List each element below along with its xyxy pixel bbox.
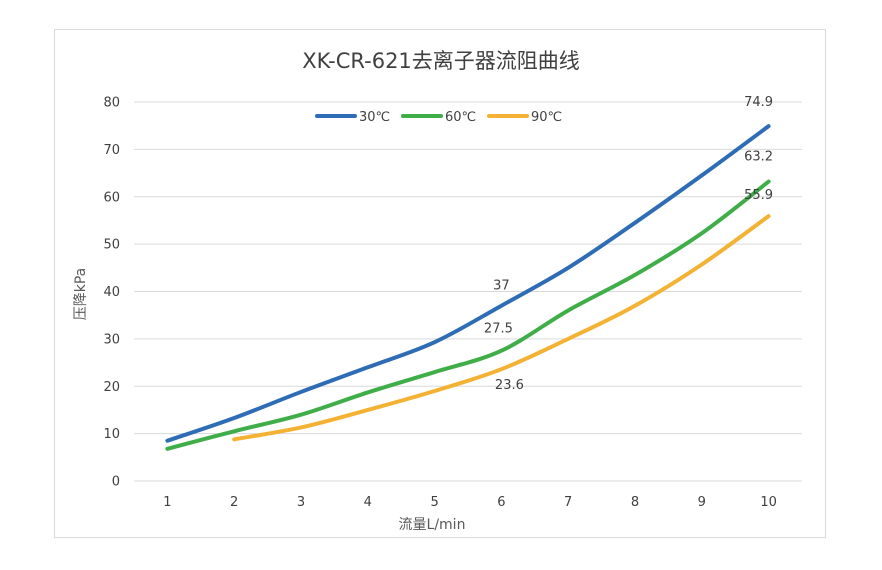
y-axis-label: 压降kPa (73, 268, 89, 321)
series-line-2 (165, 179, 771, 451)
y-tick-label: 50 (103, 238, 120, 253)
data-label: 63.2 (744, 150, 773, 165)
y-tick-label: 70 (103, 143, 120, 158)
data-label: 27.5 (484, 322, 513, 337)
chart-frame: XK-CR-621去离子器流阻曲线 0 10 20 30 40 50 60 70 80 1 2 3 4… (54, 29, 826, 538)
data-label: 37 (493, 279, 510, 294)
y-axis-ticks: 0 10 20 30 40 50 60 70 80 (103, 96, 120, 490)
x-tick-label: 9 (698, 495, 706, 510)
gridlines (134, 101, 802, 482)
x-tick-label: 5 (430, 495, 438, 510)
data-label: 74.9 (744, 95, 773, 110)
chart-title: XK-CR-621去离子器流阻曲线 (302, 49, 580, 73)
data-label: 23.6 (495, 378, 524, 393)
data-label: 55.9 (744, 188, 773, 203)
series-lines (165, 124, 771, 451)
x-tick-label: 8 (631, 495, 639, 510)
y-tick-label: 40 (103, 285, 120, 300)
y-tick-label: 0 (112, 475, 120, 490)
legend: 30℃ 60℃ 90℃ (315, 110, 562, 125)
y-tick-label: 10 (103, 427, 120, 442)
x-tick-label: 3 (297, 495, 305, 510)
x-tick-label: 6 (497, 495, 505, 510)
data-labels: 74.9 63.2 55.9 37 27.5 23.6 (484, 95, 773, 393)
y-tick-label: 60 (103, 190, 120, 205)
legend-label: 60℃ (445, 110, 476, 125)
x-tick-label: 2 (230, 495, 238, 510)
chart-svg: XK-CR-621去离子器流阻曲线 0 10 20 30 40 50 60 70 80 1 2 3 4… (73, 49, 802, 533)
y-tick-label: 80 (103, 96, 120, 111)
series-line-1 (165, 124, 771, 443)
legend-label: 30℃ (359, 110, 390, 125)
y-tick-label: 20 (103, 380, 120, 395)
x-tick-label: 4 (364, 495, 372, 510)
y-tick-label: 30 (103, 332, 120, 347)
legend-label: 90℃ (531, 110, 562, 125)
series-line-3 (232, 214, 771, 442)
x-tick-label: 1 (163, 495, 171, 510)
x-axis-ticks: 1 2 3 4 5 6 7 8 9 10 (163, 495, 777, 510)
x-tick-label: 10 (760, 495, 777, 510)
x-axis-label: 流量L/min (399, 517, 466, 533)
x-tick-label: 7 (564, 495, 572, 510)
